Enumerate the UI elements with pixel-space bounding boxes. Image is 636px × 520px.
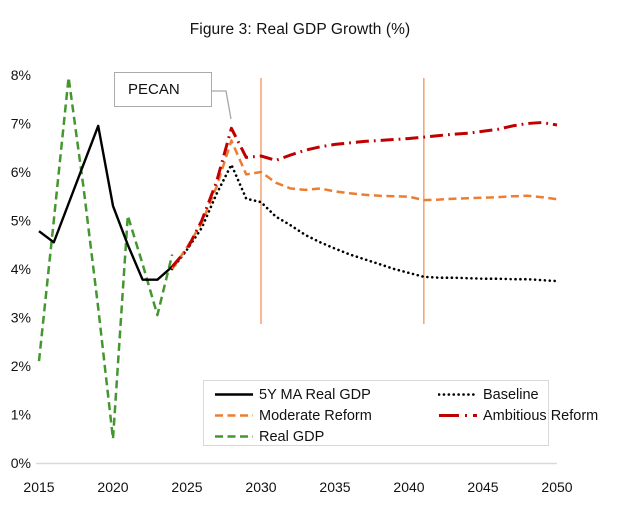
legend-label: Baseline <box>483 386 539 403</box>
y-tick-label: 7% <box>11 116 31 132</box>
legend-swatch-solid-line-icon <box>215 393 253 396</box>
x-tick-label: 2025 <box>171 479 202 495</box>
y-tick-label: 6% <box>11 164 31 180</box>
y-tick-label: 8% <box>11 67 31 83</box>
series-line-moderate-reform <box>171 139 558 270</box>
legend-label: 5Y MA Real GDP <box>259 386 371 403</box>
legend-swatch-green-dashed-line-icon <box>215 435 253 438</box>
x-tick-label: 2045 <box>467 479 498 495</box>
x-tick-label: 2015 <box>23 479 54 495</box>
y-tick-label: 4% <box>11 261 31 277</box>
legend-swatch-dashdot-line-icon <box>439 414 477 417</box>
x-tick-label: 2020 <box>97 479 128 495</box>
x-tick-label: 2040 <box>393 479 424 495</box>
x-tick-label: 2050 <box>541 479 572 495</box>
legend-swatch-dotted-line-icon <box>438 393 478 396</box>
chart-title: Figure 3: Real GDP Growth (%) <box>189 21 411 38</box>
series-line-ambitious-reform <box>171 121 558 268</box>
legend-item-ambitious-reform: Ambitious Reform <box>438 405 598 426</box>
series-line-baseline <box>170 163 559 283</box>
y-tick-label: 5% <box>11 213 31 229</box>
legend-item-moderate-reform: Moderate Reform <box>214 405 438 426</box>
series-line-real-gdp <box>37 76 174 441</box>
y-tick-label: 1% <box>11 407 31 423</box>
y-tick-label: 2% <box>11 358 31 374</box>
y-tick-label: 3% <box>11 310 31 326</box>
y-tick-label: 0% <box>11 455 31 471</box>
legend-label: Ambitious Reform <box>483 407 599 424</box>
series-line-5y-ma-real-gdp <box>38 124 173 281</box>
pecan-annotation-box: PECAN <box>114 72 212 107</box>
pecan-callout-connector-line <box>212 90 232 120</box>
pecan-annotation-label: PECAN <box>128 81 180 98</box>
x-tick-label: 2030 <box>245 479 276 495</box>
legend-swatch-dashed-line-icon <box>215 414 253 417</box>
legend-label: Real GDP <box>259 428 325 445</box>
legend-item-5y-ma-real-gdp: 5Y MA Real GDP <box>214 384 438 405</box>
legend-item-baseline: Baseline <box>438 384 598 405</box>
chart-legend: 5Y MA Real GDP Baseline Moderate Reform … <box>203 380 598 447</box>
legend-label: Moderate Reform <box>259 407 372 424</box>
legend-item-real-gdp: Real GDP <box>214 426 438 447</box>
x-tick-label: 2035 <box>319 479 350 495</box>
